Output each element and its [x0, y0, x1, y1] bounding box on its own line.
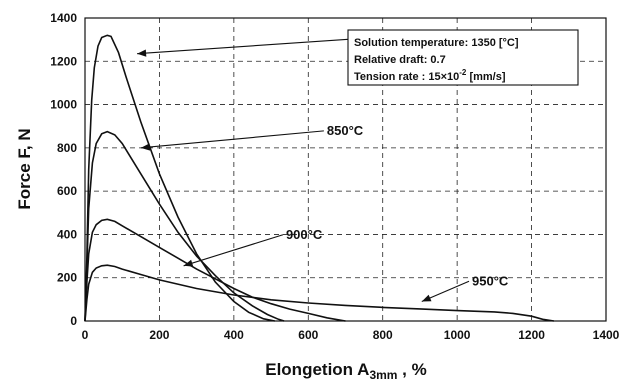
x-tick-label: 600	[298, 328, 318, 342]
series-line-800c	[84, 34, 275, 322]
annotation-arrowhead	[140, 143, 151, 151]
x-tick-label: 200	[149, 328, 169, 342]
y-axis-label: Force F, N	[15, 128, 34, 209]
x-tick-label: 400	[224, 328, 244, 342]
annotation-label: 850°C	[327, 123, 364, 138]
x-axis-label: Elongetion A3mm , %	[265, 360, 427, 382]
x-tick-label: 0	[82, 328, 89, 342]
y-tick-label: 400	[57, 227, 77, 241]
series-line-950c	[84, 264, 555, 322]
data-curves	[84, 34, 555, 322]
annotation-arrow	[140, 130, 324, 149]
info-tension-rate: Tension rate : 15×10-2 [mm/s]	[354, 68, 506, 83]
annotation-label: 900°C	[286, 227, 323, 242]
annotation-label: 950°C	[472, 273, 509, 288]
annotation-arrow	[137, 38, 354, 55]
annotation-arrowhead	[137, 49, 147, 57]
x-tick-label: 1400	[593, 328, 620, 342]
info-box: Solution temperature: 1350 [°C] Relative…	[347, 29, 579, 86]
x-axis-label-tail: , %	[397, 360, 426, 379]
annotation-arrow	[183, 234, 284, 267]
info-relative-draft: Relative draft: 0.7	[354, 54, 446, 66]
y-tick-label: 200	[57, 271, 77, 285]
info-tension-rate-main: Tension rate : 15×10	[354, 71, 459, 83]
series-line-850c	[84, 130, 285, 322]
y-tick-label: 800	[57, 141, 77, 155]
x-tick-label: 1000	[444, 328, 471, 342]
annotation-arrowhead	[421, 294, 432, 302]
y-tick-label: 1200	[50, 54, 77, 68]
y-tick-label: 1000	[50, 98, 77, 112]
x-tick-label: 800	[373, 328, 393, 342]
x-axis-label-main: Elongetion A	[265, 360, 369, 379]
info-solution-temperature: Solution temperature: 1350 [°C]	[354, 37, 519, 49]
x-tick-label: 1200	[518, 328, 545, 342]
info-tension-rate-unit: [mm/s]	[466, 71, 505, 83]
info-tension-rate-exponent: -2	[459, 68, 467, 77]
info-box-frame	[347, 29, 579, 86]
y-tick-label: 600	[57, 184, 77, 198]
axis-ticks: 0 200 400 600 800 1000 1200 1400 0 200 400 600 800 10…	[50, 11, 619, 342]
y-tick-label: 0	[70, 314, 77, 328]
annotation-arrowhead	[183, 259, 194, 267]
x-axis-label-subscript: 3mm	[369, 368, 397, 382]
series-line-900c	[84, 218, 346, 322]
y-tick-label: 1400	[50, 11, 77, 25]
